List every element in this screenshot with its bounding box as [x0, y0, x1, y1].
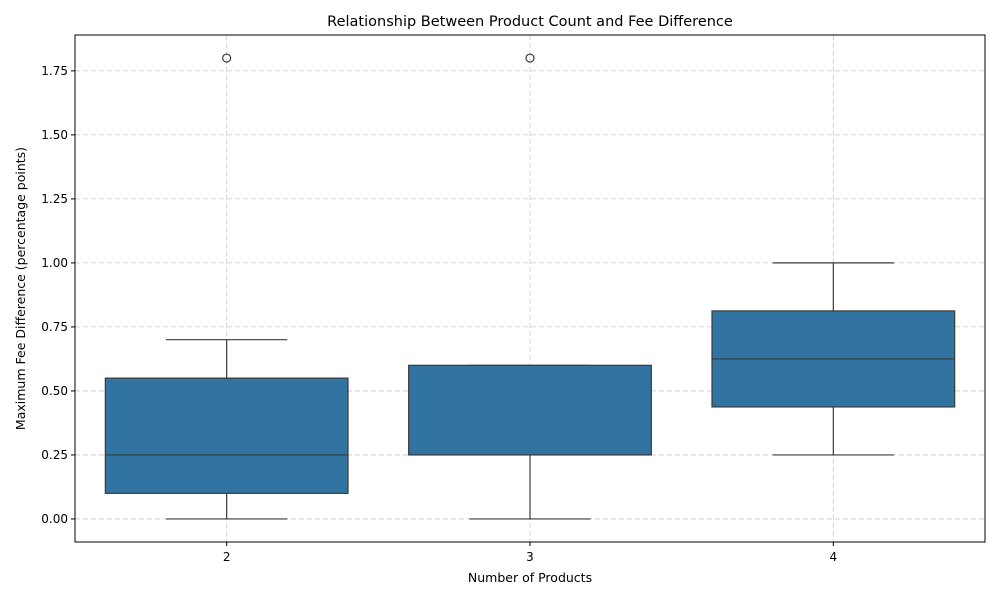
y-tick-label: 1.75 [41, 64, 68, 78]
y-tick-label: 0.25 [41, 448, 68, 462]
x-axis-label: Number of Products [468, 570, 592, 585]
grid [75, 35, 985, 542]
y-tick-label: 0.00 [41, 512, 68, 526]
outlier-point [222, 53, 232, 63]
y-tick-label: 1.00 [41, 256, 68, 270]
box-2 [104, 53, 349, 520]
y-tick-label: 0.75 [41, 320, 68, 334]
box-4 [711, 262, 956, 456]
y-axis-label: Maximum Fee Difference (percentage point… [13, 147, 28, 430]
iqr-box [104, 377, 349, 494]
x-tick-label: 3 [526, 550, 534, 564]
y-tick-label: 1.50 [41, 128, 68, 142]
outlier-point [525, 53, 535, 63]
box-series [104, 53, 956, 520]
box-3 [408, 53, 652, 520]
x-tick-label: 2 [223, 550, 231, 564]
x-tick-label: 4 [830, 550, 838, 564]
axis-ticks: 0.00 0.25 0.50 0.75 1.00 1.25 1.50 1.75 2 3 4 [41, 64, 837, 564]
y-tick-label: 1.25 [41, 192, 68, 206]
iqr-box [408, 364, 652, 456]
y-tick-label: 0.50 [41, 384, 68, 398]
chart-title: Relationship Between Product Count and F… [327, 14, 733, 30]
